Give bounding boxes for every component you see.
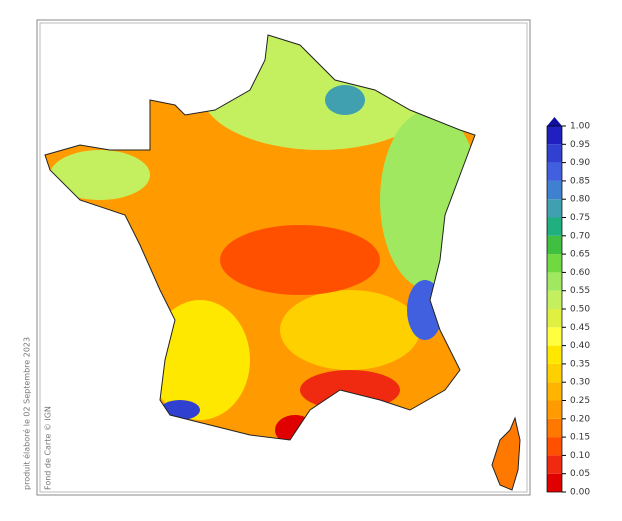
color-step (547, 400, 562, 419)
tick-label: 0.35 (570, 359, 590, 369)
color-step (547, 199, 562, 218)
tick-label: 0.55 (570, 286, 590, 296)
color-step (547, 235, 562, 255)
tick-label: 0.40 (570, 341, 590, 351)
tick-label: 0.95 (570, 140, 590, 150)
basemap-credit: Fond de Carte © IGN (44, 406, 53, 490)
tick-label: 0.10 (570, 451, 590, 461)
france-outline (44, 34, 476, 441)
color-step (547, 327, 562, 346)
color-step (547, 144, 562, 163)
color-step (547, 418, 562, 438)
color-step (547, 254, 562, 273)
color-step (547, 382, 562, 401)
tick-label: 0.75 (570, 213, 590, 223)
color-step (547, 180, 562, 200)
color-step (547, 272, 562, 291)
tick-label: 0.45 (570, 323, 590, 333)
color-step (547, 363, 562, 383)
tick-label: 0.30 (570, 378, 590, 388)
tick-label: 0.15 (570, 433, 590, 443)
tick-label: 0.80 (570, 195, 590, 205)
color-step (547, 345, 562, 364)
color-step (547, 309, 562, 328)
tick-label: 0.65 (570, 250, 590, 260)
tick-label: 1.00 (570, 122, 590, 132)
tick-label: 0.50 (570, 305, 590, 315)
color-step (547, 162, 562, 181)
tick-label: 0.00 (570, 488, 590, 498)
color-step (547, 217, 562, 236)
tick-label: 0.90 (570, 158, 590, 168)
map-frame (36, 19, 531, 496)
france-map (45, 35, 475, 440)
color-step (547, 126, 562, 145)
corsica (491, 416, 521, 491)
tick-label: 0.60 (570, 268, 590, 278)
color-step (547, 455, 562, 474)
production-note: produit élaboré le 02 Septembre 2023 (22, 337, 32, 490)
tick-label: 0.85 (570, 176, 590, 186)
tick-label: 0.05 (570, 469, 590, 479)
tick-label: 0.20 (570, 414, 590, 424)
map-frame-inner (39, 22, 528, 493)
over-triangle (547, 117, 562, 126)
tick-label: 0.25 (570, 396, 590, 406)
color-step (547, 290, 562, 309)
color-step (547, 437, 562, 456)
color-step (547, 473, 562, 492)
colorbar: 0.00 0.05 0.10 0.15 0.20 0.25 0.30 0.35 0.40 0.45… (546, 117, 590, 498)
tick-label: 0.70 (570, 231, 590, 241)
